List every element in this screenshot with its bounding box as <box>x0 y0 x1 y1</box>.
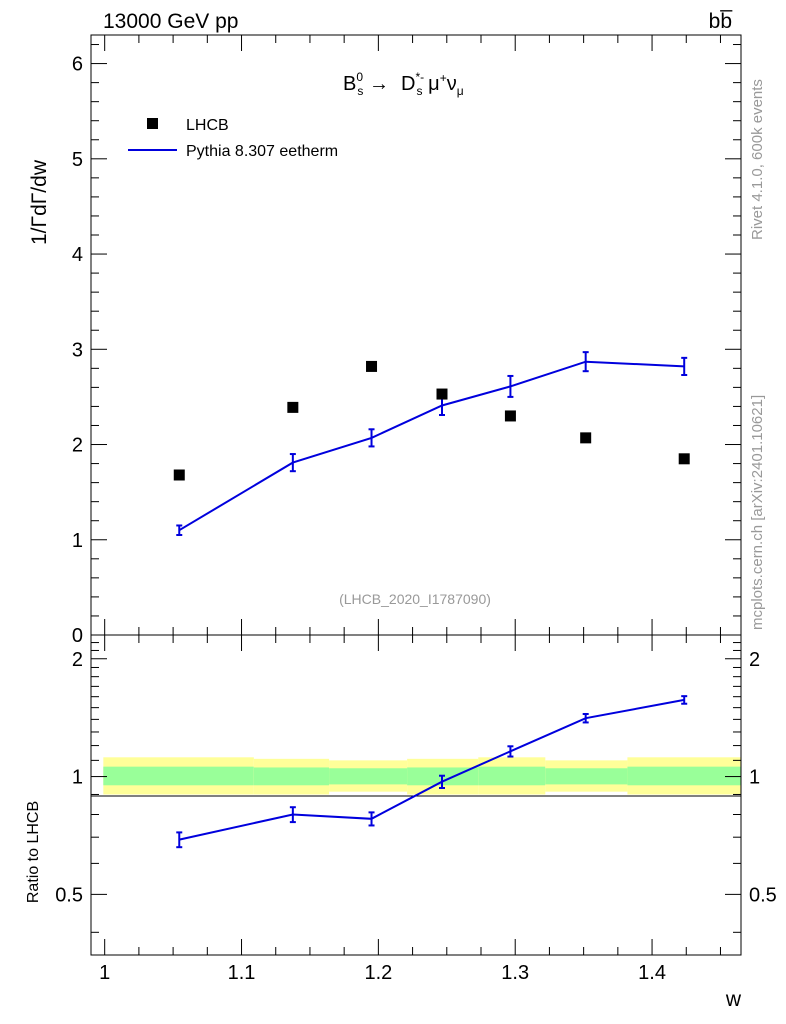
main-y-tick-label: 3 <box>72 339 83 361</box>
ratio-band-inner <box>103 766 254 786</box>
x-axis-title: w <box>725 988 742 1011</box>
ratio-ticks: 0.5 0.5 1 1 2 2 1 1.1 1.2 1.3 1.4 <box>55 635 777 984</box>
data-point <box>436 388 448 400</box>
legend-marker-lhcb <box>147 118 158 129</box>
ratio-uncertainty-bands <box>103 757 741 795</box>
legend: LHCB Pythia 8.307 eetherm <box>128 117 338 160</box>
x-tick-label: 1.4 <box>638 962 666 984</box>
data-point <box>580 432 592 444</box>
main-y-tick-label: 0 <box>72 625 83 647</box>
main-panel: 0 1 2 3 4 5 6 <box>72 34 742 647</box>
energy-label: 13000 GeV pp <box>103 10 238 33</box>
x-tick-label: 1.2 <box>364 962 392 984</box>
main-y-tick-label: 5 <box>72 149 83 171</box>
x-tick-label: 1.3 <box>501 962 529 984</box>
data-point <box>366 360 378 372</box>
process-label: bb̅ <box>709 10 734 33</box>
data-point <box>173 469 185 481</box>
ratio-y-tick-label-right: 0.5 <box>749 884 777 906</box>
main-y-tick-label: 2 <box>72 435 83 457</box>
main-y-axis-title: 1/ΓdΓ/dw <box>28 159 51 245</box>
rivet-label: Rivet 4.1.0, 600k events <box>749 79 766 240</box>
chart-title: Bs0 → Ds*- μ+νμ <box>343 70 464 98</box>
mcplots-label: mcplots.cern.ch [arXiv:2401.10621] <box>749 395 766 630</box>
analysis-id: (LHCB_2020_I1787090) <box>339 591 491 607</box>
ratio-band-inner <box>478 766 546 786</box>
main-data <box>173 351 690 536</box>
main-y-tick-label: 6 <box>72 54 83 76</box>
mc-line <box>178 360 685 532</box>
main-y-tick-label: 4 <box>72 244 83 266</box>
ratio-frame <box>90 634 742 956</box>
ratio-y-tick-label-right: 2 <box>749 649 760 671</box>
ratio-band-inner <box>627 766 741 786</box>
ratio-y-tick-label-right: 1 <box>749 767 760 789</box>
data-point <box>287 401 299 413</box>
ratio-panel: 0.5 0.5 1 1 2 2 1 1.1 1.2 1.3 1.4 <box>55 634 777 984</box>
data-point <box>678 453 690 465</box>
ratio-band-inner <box>253 767 330 786</box>
ratio-band-inner <box>329 768 408 785</box>
ratio-band-inner <box>545 768 628 785</box>
ratio-y-tick-label: 0.5 <box>55 884 83 906</box>
ratio-data <box>176 695 688 849</box>
x-tick-label: 1 <box>99 962 110 984</box>
data-point <box>504 410 516 422</box>
x-tick-label: 1.1 <box>228 962 256 984</box>
ratio-y-axis-title: Ratio to LHCB <box>25 801 42 903</box>
ratio-y-tick-label: 2 <box>72 649 83 671</box>
legend-label-lhcb: LHCB <box>186 117 229 134</box>
ratio-y-tick-label: 1 <box>72 767 83 789</box>
main-ticks: 0 1 2 3 4 5 6 <box>72 35 741 647</box>
main-y-tick-label: 1 <box>72 530 83 552</box>
legend-label-pythia: Pythia 8.307 eetherm <box>186 143 338 160</box>
